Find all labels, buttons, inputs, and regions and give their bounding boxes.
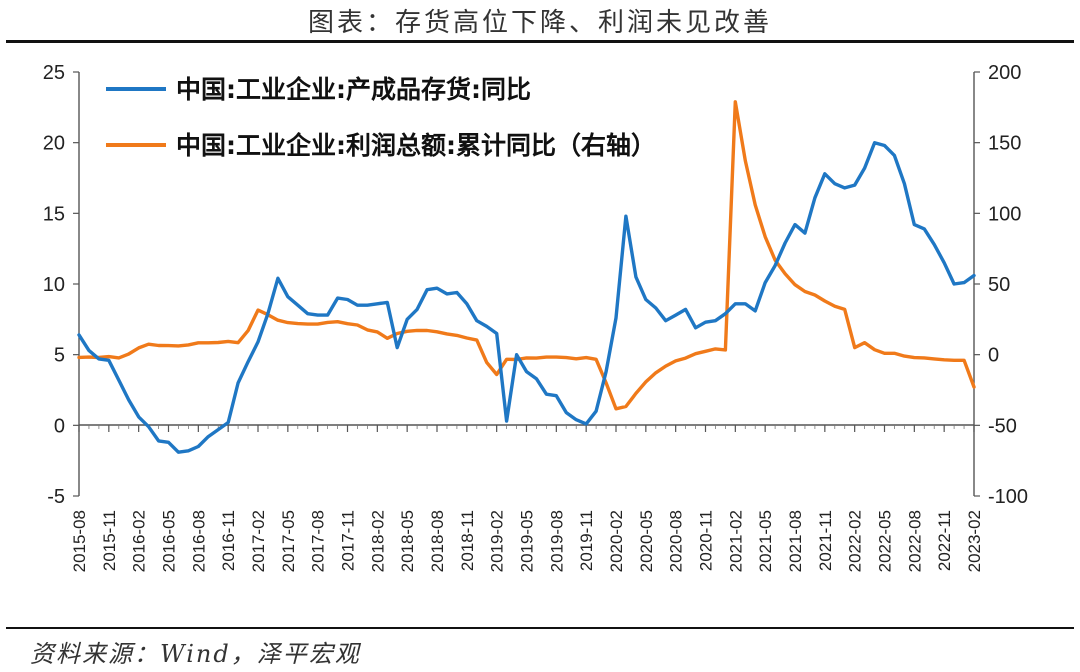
x-tick-label: 2017-08 <box>309 510 328 572</box>
x-tick-label: 2017-05 <box>279 510 298 572</box>
x-tick-label: 2016-05 <box>160 510 179 572</box>
x-tick-label: 2020-05 <box>637 510 656 572</box>
x-tick-label: 2022-02 <box>846 510 865 572</box>
x-tick-label: 2016-02 <box>130 510 149 572</box>
left-tick-label: 0 <box>54 415 65 437</box>
right-tick-label: 50 <box>988 274 1010 296</box>
x-tick-label: 2019-08 <box>547 510 566 572</box>
x-tick-label: 2018-11 <box>458 510 477 571</box>
x-tick-label: 2017-02 <box>249 510 268 572</box>
x-tick-label: 2019-11 <box>577 510 596 571</box>
left-tick-label: 25 <box>43 62 65 84</box>
x-tick-label: 2016-11 <box>219 510 238 571</box>
x-tick-label: 2022-11 <box>935 510 954 571</box>
x-tick-label: 2021-02 <box>726 510 745 572</box>
x-tick-label: 2020-08 <box>667 510 686 572</box>
chart-title: 图表：存货高位下降、利润未见改善 <box>307 8 772 38</box>
bottom-rule <box>6 627 1074 629</box>
left-tick-label: 20 <box>43 133 65 155</box>
right-tick-label: -100 <box>988 486 1028 508</box>
x-tick-label: 2020-11 <box>697 510 716 571</box>
right-tick-label: 0 <box>988 345 999 367</box>
x-tick-label: 2022-05 <box>876 510 895 572</box>
x-tick-label: 2016-08 <box>189 510 208 572</box>
left-tick-label: 10 <box>43 274 65 296</box>
right-tick-label: 200 <box>988 62 1021 84</box>
x-tick-label: 2017-11 <box>339 510 358 571</box>
x-tick-label: 2019-05 <box>518 510 537 572</box>
x-tick-label: 2022-08 <box>905 510 924 572</box>
right-tick-label: -50 <box>988 415 1017 437</box>
left-tick-label: -5 <box>47 486 65 508</box>
left-tick-label: 15 <box>43 203 65 225</box>
legend-entry: 中国:工业企业:产成品存货:同比 <box>176 75 531 104</box>
inventory-series-line <box>77 140 976 454</box>
source-note: 资料来源：Wind，泽平宏观 <box>30 640 361 668</box>
x-tick-label: 2015-11 <box>100 510 119 571</box>
series-layer <box>77 100 976 454</box>
x-tick-label: 2018-05 <box>398 510 417 572</box>
x-tick-label: 2019-02 <box>488 510 507 572</box>
top-rule <box>6 40 1074 43</box>
x-tick-label: 2021-05 <box>756 510 775 572</box>
x-tick-label: 2021-11 <box>816 510 835 571</box>
x-tick-label: 2021-08 <box>786 510 805 572</box>
profit-series-line <box>77 100 976 411</box>
x-tick-label: 2015-08 <box>70 510 89 572</box>
left-tick-label: 5 <box>54 345 65 367</box>
x-tick-label: 2020-02 <box>607 510 626 572</box>
x-tick-label: 2018-02 <box>368 510 387 572</box>
right-tick-label: 150 <box>988 133 1021 155</box>
legend-entry: 中国:工业企业:利润总额:累计同比（右轴） <box>176 131 656 160</box>
x-tick-label: 2018-08 <box>428 510 447 572</box>
right-tick-label: 100 <box>988 203 1021 225</box>
x-tick-label: 2023-02 <box>965 510 984 572</box>
